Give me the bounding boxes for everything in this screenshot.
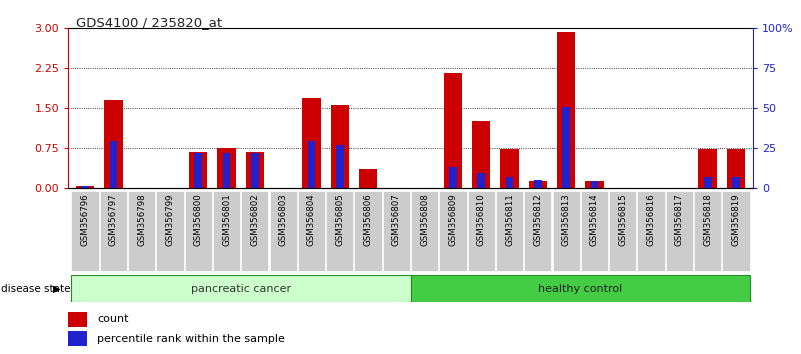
Text: GSM356804: GSM356804: [307, 194, 316, 246]
Bar: [638, 191, 665, 271]
Bar: [444, 74, 462, 188]
Bar: [104, 100, 123, 188]
Bar: [71, 191, 99, 271]
Text: GSM356798: GSM356798: [137, 194, 146, 246]
Bar: [68, 331, 87, 346]
Text: ▶: ▶: [53, 284, 60, 294]
Bar: [440, 191, 466, 271]
Bar: [156, 191, 183, 271]
Bar: [68, 312, 87, 326]
Bar: [308, 142, 316, 188]
Text: disease state: disease state: [1, 284, 70, 294]
Bar: [71, 275, 410, 302]
Text: GSM356810: GSM356810: [477, 194, 485, 246]
Text: GSM356801: GSM356801: [222, 194, 231, 246]
Bar: [501, 149, 519, 188]
Text: GSM356796: GSM356796: [81, 194, 90, 246]
Bar: [472, 121, 490, 188]
Text: percentile rank within the sample: percentile rank within the sample: [97, 333, 285, 344]
Text: GSM356818: GSM356818: [703, 194, 712, 246]
Bar: [302, 98, 320, 188]
Text: GSM356813: GSM356813: [562, 194, 570, 246]
Bar: [477, 173, 485, 188]
Bar: [359, 169, 377, 188]
Bar: [704, 177, 711, 188]
Bar: [411, 191, 438, 271]
Bar: [241, 191, 268, 271]
Text: GSM356819: GSM356819: [731, 194, 740, 246]
Text: GSM356805: GSM356805: [336, 194, 344, 246]
Bar: [496, 191, 523, 271]
Bar: [562, 107, 570, 188]
Bar: [698, 149, 717, 188]
Bar: [76, 186, 95, 188]
Text: GSM356799: GSM356799: [166, 194, 175, 246]
Bar: [449, 167, 457, 188]
Bar: [128, 191, 155, 271]
Text: healthy control: healthy control: [538, 284, 622, 294]
Bar: [732, 177, 740, 188]
Bar: [505, 177, 513, 188]
Text: GSM356809: GSM356809: [449, 194, 457, 246]
Text: GSM356814: GSM356814: [590, 194, 599, 246]
Bar: [581, 191, 608, 271]
Bar: [723, 191, 750, 271]
Bar: [298, 191, 325, 271]
Bar: [534, 180, 541, 188]
Text: count: count: [97, 314, 128, 324]
Bar: [590, 181, 598, 188]
Bar: [468, 191, 495, 271]
Bar: [223, 153, 231, 188]
Text: GSM356802: GSM356802: [251, 194, 260, 246]
Text: GSM356797: GSM356797: [109, 194, 118, 246]
Bar: [553, 191, 580, 271]
Text: GSM356817: GSM356817: [675, 194, 684, 246]
Bar: [727, 149, 745, 188]
Bar: [410, 275, 750, 302]
Text: GDS4100 / 235820_at: GDS4100 / 235820_at: [76, 16, 222, 29]
Bar: [185, 191, 211, 271]
Text: GSM356815: GSM356815: [618, 194, 627, 246]
Text: GSM356812: GSM356812: [533, 194, 542, 246]
Text: pancreatic cancer: pancreatic cancer: [191, 284, 291, 294]
Bar: [666, 191, 693, 271]
Bar: [331, 105, 349, 188]
Bar: [383, 191, 410, 271]
Bar: [251, 153, 259, 188]
Bar: [586, 181, 604, 188]
Text: GSM356800: GSM356800: [194, 194, 203, 246]
Bar: [213, 191, 240, 271]
Text: GSM356803: GSM356803: [279, 194, 288, 246]
Bar: [355, 191, 381, 271]
Bar: [110, 142, 117, 188]
Bar: [189, 152, 207, 188]
Bar: [100, 191, 127, 271]
Bar: [217, 148, 235, 188]
Bar: [529, 181, 547, 188]
Bar: [81, 186, 89, 188]
Bar: [557, 32, 575, 188]
Text: GSM356807: GSM356807: [392, 194, 400, 246]
Bar: [326, 191, 353, 271]
Text: GSM356806: GSM356806: [364, 194, 372, 246]
Bar: [610, 191, 636, 271]
Bar: [336, 144, 344, 188]
Bar: [246, 152, 264, 188]
Bar: [270, 191, 296, 271]
Bar: [525, 191, 551, 271]
Bar: [195, 153, 202, 188]
Text: GSM356811: GSM356811: [505, 194, 514, 246]
Text: GSM356808: GSM356808: [421, 194, 429, 246]
Bar: [694, 191, 721, 271]
Text: GSM356816: GSM356816: [646, 194, 655, 246]
